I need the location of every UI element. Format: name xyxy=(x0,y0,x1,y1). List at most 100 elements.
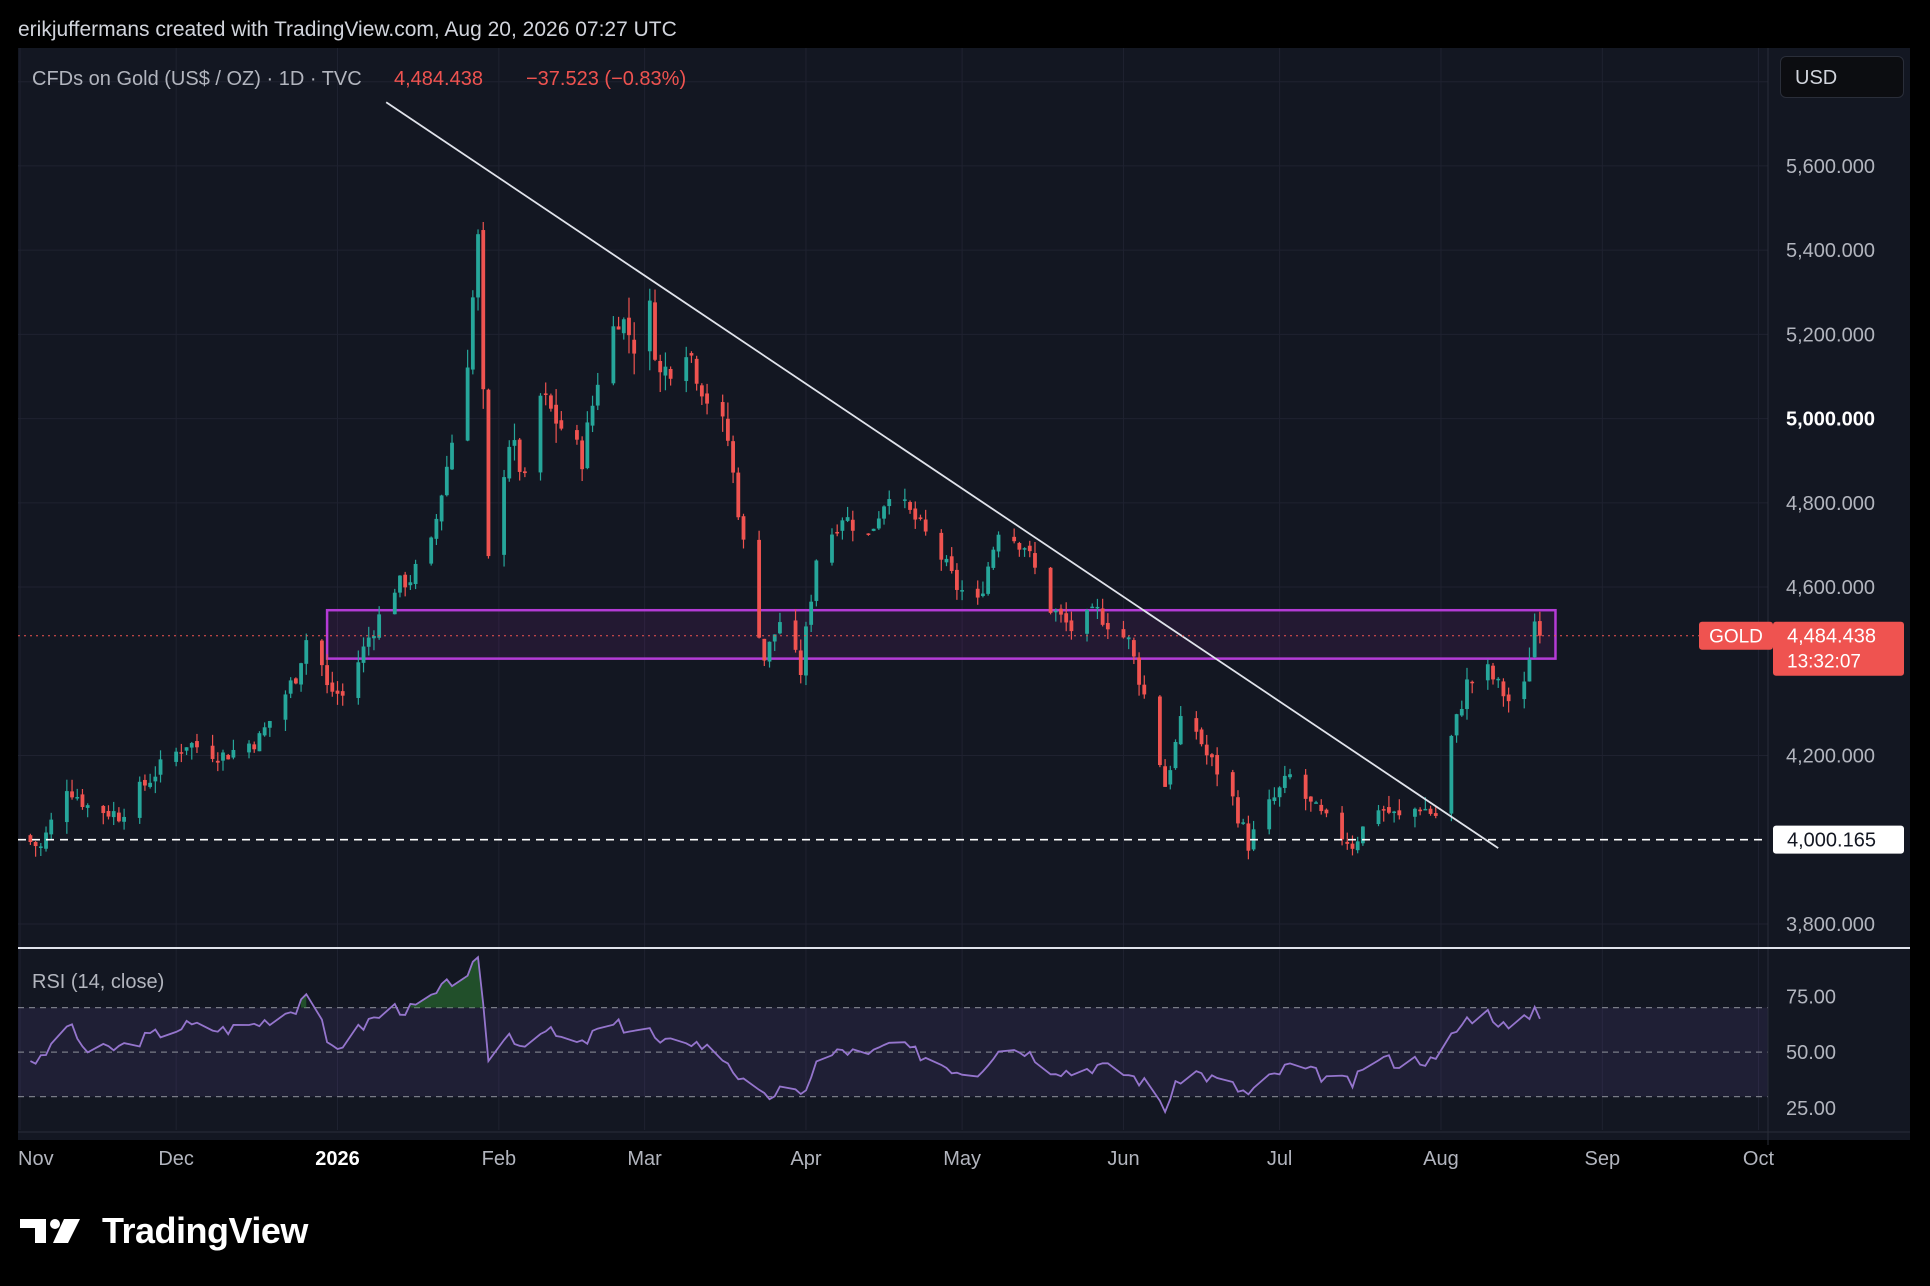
rsi-overbought-fill xyxy=(301,994,307,1008)
candle-body xyxy=(148,782,153,787)
candle-body xyxy=(902,499,907,501)
candle-body xyxy=(1059,608,1063,615)
bar-countdown-label: 13:32:07 xyxy=(1787,652,1861,673)
candle-body xyxy=(1314,802,1318,804)
candle-body xyxy=(1199,729,1204,745)
candle-body xyxy=(403,574,408,588)
candle-body xyxy=(1095,606,1100,609)
price-labels: GOLD 4,484.438 13:32:07 4,000.165 xyxy=(1699,621,1904,854)
candle-body xyxy=(262,727,267,736)
candle-body xyxy=(1033,553,1037,568)
candle-body xyxy=(413,563,418,585)
candle-body xyxy=(1017,543,1022,550)
legend-change: −37.523 (−0.83%) xyxy=(526,68,686,90)
candle-body xyxy=(1105,622,1110,630)
rsi-tick-label: 75.00 xyxy=(1786,987,1836,1009)
candle-body xyxy=(1345,841,1350,844)
candle-body xyxy=(1355,841,1360,851)
candle-body xyxy=(366,637,371,647)
gold-price-chart[interactable]: NovDec2026FebMarAprMayJunJulAugSepOct5,8… xyxy=(0,0,1930,1190)
candle-body xyxy=(444,466,449,496)
axes: NovDec2026FebMarAprMayJunJulAugSepOct5,8… xyxy=(18,48,1910,1170)
candle-body xyxy=(778,622,782,634)
candle-body xyxy=(319,640,324,666)
candle-body xyxy=(991,549,996,568)
candle-body xyxy=(1241,822,1246,824)
candle-body xyxy=(918,517,923,519)
candle-body xyxy=(1465,679,1469,710)
candle-body xyxy=(512,440,517,446)
candle-body xyxy=(372,635,376,639)
candle-body xyxy=(767,641,772,662)
candle-body xyxy=(736,472,741,518)
candle-body xyxy=(1527,659,1532,682)
candle-body xyxy=(845,517,850,521)
candle-body xyxy=(1360,826,1365,844)
candle-body xyxy=(1085,610,1089,634)
candle-body xyxy=(1496,678,1501,681)
candle-body xyxy=(684,357,689,382)
candle-body xyxy=(1204,744,1209,756)
candle-body xyxy=(1485,664,1490,681)
candle-body xyxy=(1048,567,1053,613)
currency-button[interactable]: USD xyxy=(1780,56,1904,98)
candle-body xyxy=(871,528,876,531)
support-price-label: 4,000.165 xyxy=(1787,830,1876,852)
tradingview-wordmark: TradingView xyxy=(102,1210,308,1251)
x-tick-label: Oct xyxy=(1743,1148,1775,1170)
candle-body xyxy=(1392,811,1397,814)
candle-body xyxy=(392,592,397,615)
candle-body xyxy=(189,743,194,748)
candle-body xyxy=(595,384,600,406)
candle-body xyxy=(559,420,564,429)
candle-body xyxy=(804,626,808,676)
candle-body xyxy=(517,439,522,472)
candle-body xyxy=(731,441,735,473)
candle-body xyxy=(955,569,959,590)
y-tick-label: 5,000.000 xyxy=(1786,409,1875,431)
candle-body xyxy=(1168,770,1173,785)
candle-body xyxy=(85,805,90,808)
candle-body xyxy=(210,745,215,759)
candle-body xyxy=(798,650,803,676)
rsi-line xyxy=(29,955,1541,1115)
candle-body xyxy=(293,678,298,684)
y-tick-label: 4,200.000 xyxy=(1786,745,1875,767)
candle-body xyxy=(106,810,111,817)
x-tick-label: Nov xyxy=(18,1148,54,1170)
candle-body xyxy=(231,749,236,758)
candle-body xyxy=(611,326,616,384)
candle-body xyxy=(38,846,43,848)
support-price-tag xyxy=(1773,825,1904,854)
candle-body xyxy=(1272,797,1277,802)
candle-body xyxy=(335,690,340,694)
candle-body xyxy=(158,759,163,775)
candle-body xyxy=(1012,536,1017,542)
candle-body xyxy=(913,508,918,520)
candle-body xyxy=(627,317,631,336)
candle-body xyxy=(1449,735,1454,814)
candle-body xyxy=(143,779,147,786)
candle-body xyxy=(658,360,663,373)
candle-body xyxy=(80,794,85,807)
candle-body xyxy=(668,368,673,379)
candle-body xyxy=(1413,808,1417,817)
candle-body xyxy=(1236,797,1240,824)
candle-body xyxy=(1387,807,1391,813)
x-tick-label: Feb xyxy=(482,1148,516,1170)
candle-body xyxy=(793,620,798,650)
candle-body xyxy=(377,614,382,638)
candle-body xyxy=(288,680,293,694)
candle-body xyxy=(325,665,329,686)
last-price-label: 4,484.438 xyxy=(1787,626,1876,648)
candle-body xyxy=(814,560,819,601)
candle-body xyxy=(866,533,871,535)
candle-body xyxy=(632,339,637,354)
candle-body xyxy=(398,575,402,593)
tradingview-logo-icon xyxy=(20,1219,80,1243)
y-tick-label: 4,600.000 xyxy=(1786,577,1875,599)
candle-body xyxy=(1376,810,1381,825)
rsi-overbought-fill xyxy=(410,957,484,1008)
candle-body xyxy=(137,781,142,818)
candle-body xyxy=(772,634,777,642)
